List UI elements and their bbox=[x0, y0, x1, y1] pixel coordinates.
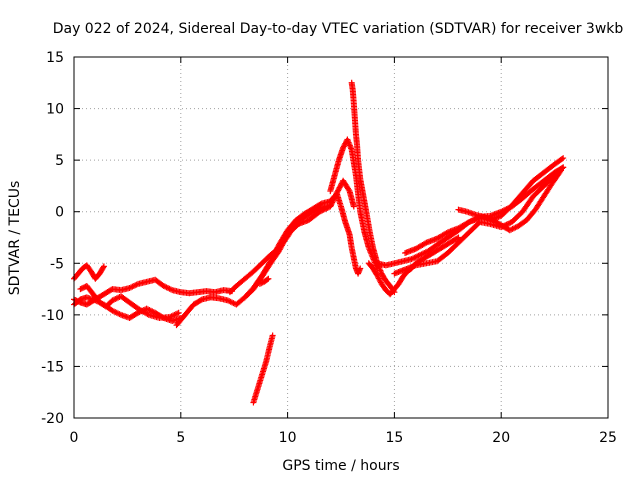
data-points bbox=[71, 79, 567, 406]
data-point bbox=[357, 265, 364, 272]
x-tick-label: 15 bbox=[385, 430, 403, 446]
x-axis-label: GPS time / hours bbox=[282, 458, 399, 474]
series-track-d bbox=[77, 282, 182, 321]
series-track-j bbox=[327, 136, 381, 272]
data-point bbox=[560, 155, 567, 162]
data-point bbox=[558, 167, 565, 174]
interp-point bbox=[197, 297, 204, 304]
series-track-a bbox=[71, 262, 107, 282]
x-tick-label: 0 bbox=[70, 430, 79, 446]
series-track-l bbox=[333, 190, 364, 277]
data-point bbox=[269, 332, 276, 339]
data-point bbox=[560, 164, 567, 171]
x-tick-label: 5 bbox=[176, 430, 185, 446]
interp-point bbox=[558, 155, 565, 162]
series-track-k bbox=[348, 79, 398, 296]
x-tick-label: 25 bbox=[599, 430, 617, 446]
interp-point bbox=[464, 219, 471, 226]
interp-point bbox=[144, 311, 151, 318]
series-track-q bbox=[455, 167, 565, 234]
y-tick-label: -20 bbox=[41, 411, 64, 427]
data-point bbox=[175, 309, 182, 316]
grid bbox=[74, 57, 608, 418]
data-point bbox=[100, 263, 107, 270]
data-point bbox=[265, 275, 272, 282]
y-tick-label: 10 bbox=[46, 102, 64, 118]
series-track-h bbox=[256, 275, 272, 287]
interp-point bbox=[264, 276, 271, 283]
x-tick-label: 20 bbox=[492, 430, 510, 446]
series-track-i bbox=[250, 332, 276, 406]
interp-point bbox=[345, 186, 352, 193]
y-axis-label: SDTVAR / TECUs bbox=[7, 181, 23, 296]
chart-title: Day 022 of 2024, Sidereal Day-to-day VTE… bbox=[53, 21, 624, 37]
interp-point bbox=[422, 240, 429, 247]
data-point bbox=[350, 203, 357, 210]
x-tick-label: 10 bbox=[279, 430, 297, 446]
y-tick-label: 0 bbox=[55, 205, 64, 221]
interp-point bbox=[100, 264, 107, 271]
series-track-o bbox=[402, 155, 567, 256]
y-tick-label: -15 bbox=[41, 359, 64, 375]
axis-ticks: 0 5 10 15 20 25 -20 -15 -10 -5 0 5 10 15 bbox=[41, 50, 617, 446]
data-point bbox=[455, 234, 462, 241]
y-tick-label: -10 bbox=[41, 308, 64, 324]
series-track-g bbox=[241, 193, 338, 301]
interp-point bbox=[557, 168, 564, 175]
plot-frame bbox=[73, 56, 609, 419]
interp-point bbox=[454, 235, 461, 242]
series-track-p bbox=[391, 164, 567, 277]
interp-point bbox=[443, 230, 450, 237]
y-tick-label: -5 bbox=[50, 256, 64, 272]
y-tick-label: 15 bbox=[46, 50, 64, 66]
interp-point bbox=[506, 220, 513, 227]
interp-point bbox=[317, 201, 324, 208]
y-tick-label: 5 bbox=[55, 153, 64, 169]
